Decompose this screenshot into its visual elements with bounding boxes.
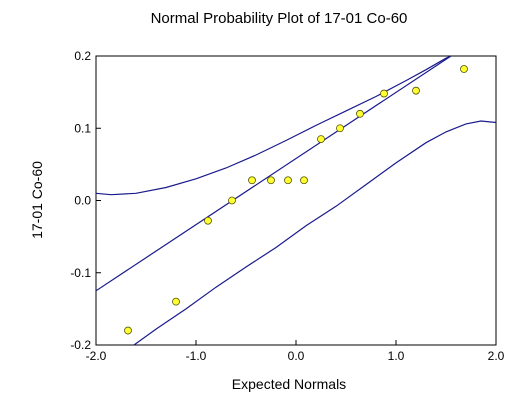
y-tick-label: 0.2 — [74, 49, 91, 63]
y-axis-label: 17-01 Co-60 — [29, 161, 45, 239]
x-tick-label: 2.0 — [488, 349, 505, 363]
data-point — [267, 176, 275, 185]
data-point — [356, 109, 364, 118]
y-tick-label: 0.1 — [74, 121, 91, 135]
data-point — [228, 196, 236, 205]
data-point — [124, 326, 132, 335]
lower-confidence-band — [133, 120, 496, 345]
plot-frame — [95, 55, 497, 346]
curves-layer — [96, 56, 496, 345]
x-tick-label: -1.0 — [186, 349, 207, 363]
data-point — [248, 176, 256, 185]
data-point — [460, 65, 468, 73]
data-point — [336, 124, 344, 133]
chart-title: Normal Probability Plot of 17-01 Co-60 — [151, 10, 408, 27]
x-axis-label: Expected Normals — [232, 376, 346, 392]
y-tick-label: -0.1 — [70, 266, 91, 280]
data-point — [204, 216, 212, 225]
data-point — [284, 176, 292, 185]
data-point — [317, 135, 325, 143]
y-tick-label: 0.0 — [74, 194, 91, 208]
fit-line — [96, 56, 452, 292]
upper-confidence-band — [96, 56, 452, 196]
points-layer — [124, 65, 468, 335]
x-tick-label: 0.0 — [288, 349, 305, 363]
data-point — [412, 86, 420, 95]
x-tick-label: 1.0 — [388, 349, 405, 363]
data-point — [172, 297, 180, 306]
x-tick-label: -2.0 — [86, 349, 107, 363]
axis-ticks: -2.0 -1.0 0.0 1.0 2.0 -0.2 -0.1 0.0 0.1 0.2 — [70, 49, 504, 363]
data-point — [300, 176, 308, 185]
data-point — [380, 89, 388, 98]
y-tick-label: -0.2 — [70, 338, 91, 352]
